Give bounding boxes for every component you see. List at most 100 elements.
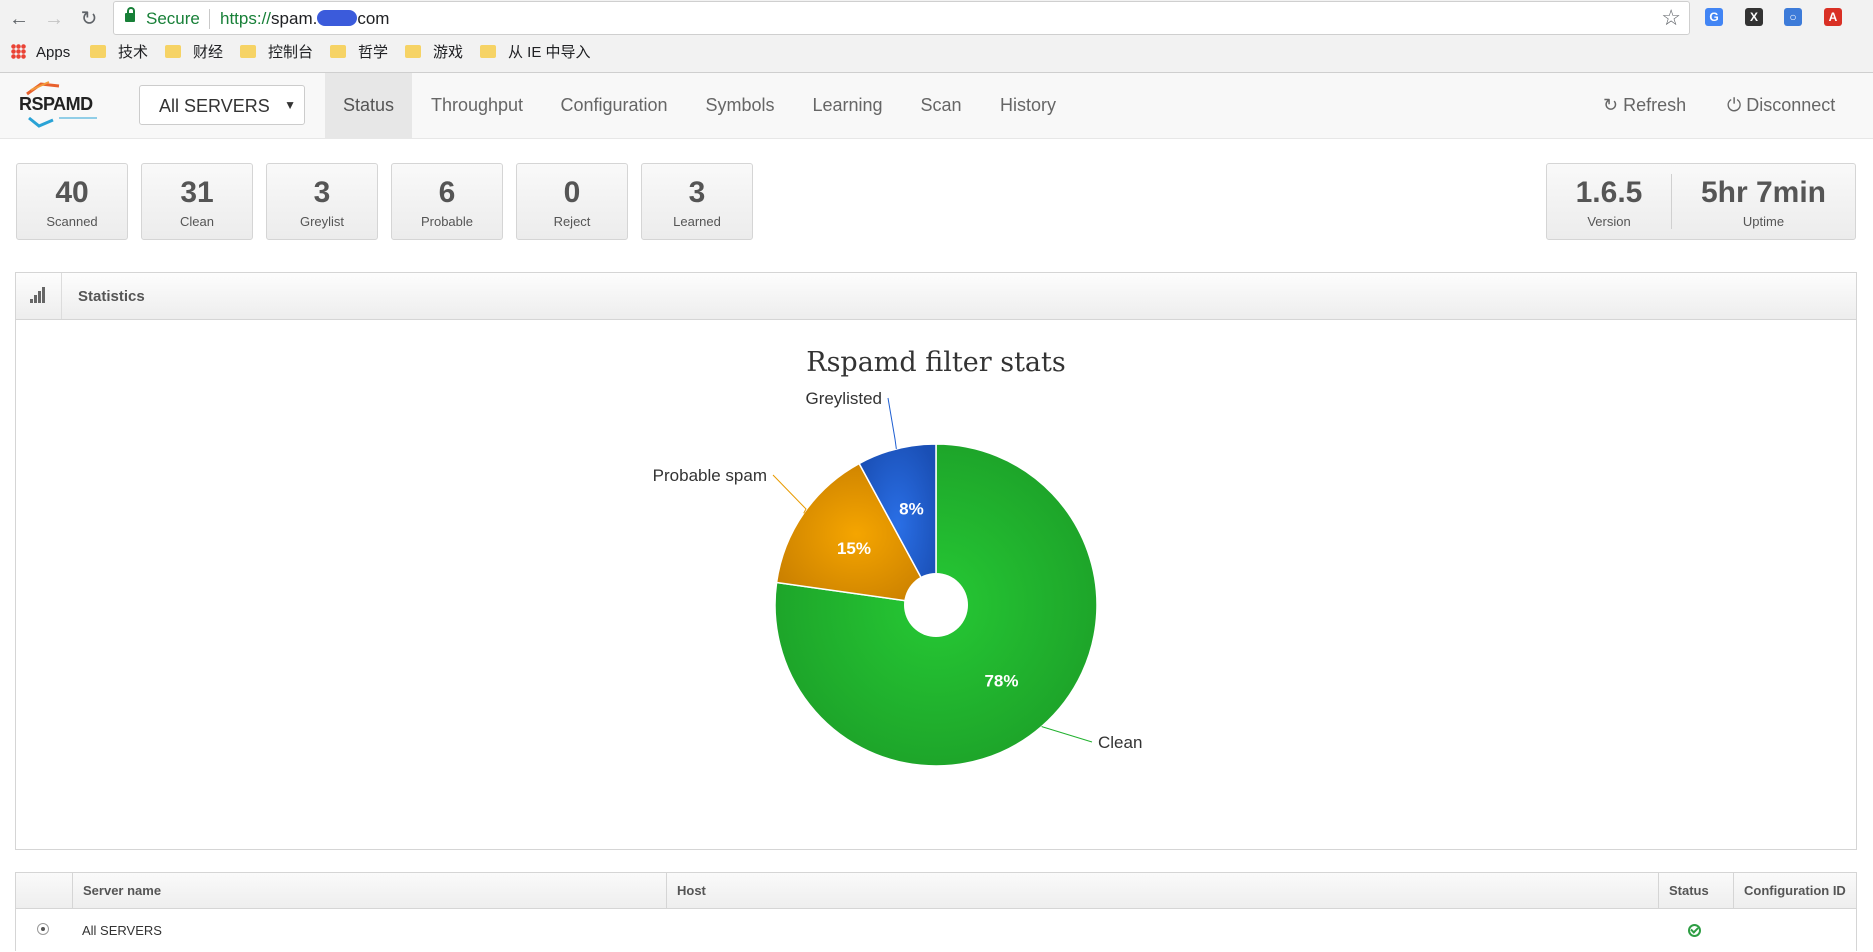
tab-configuration[interactable]: Configuration [550, 73, 678, 138]
stat-label: Probable [420, 214, 474, 229]
pie-name-label: Probable spam [653, 466, 767, 485]
bookmark-label: 从 IE 中导入 [508, 44, 591, 61]
tab-history[interactable]: History [990, 73, 1066, 138]
bookmark-label: Apps [36, 44, 71, 61]
bookmark-apps[interactable]: Apps [11, 43, 70, 63]
pie-chart: 78% Clean 15% Probable spam 8% Greylisted [653, 389, 1142, 767]
browser-chrome: ← → ↻ Secure https://spam. com ☆ G X ○ A … [0, 0, 1873, 73]
tab-label: History [999, 95, 1056, 115]
pie-name-label: Greylisted [805, 389, 882, 408]
stat-learned: 3 Learned [641, 163, 753, 240]
caret-down-icon: ▼ [284, 98, 296, 112]
bookmark-folder-console[interactable]: 控制台 [240, 43, 313, 63]
secure-label: Secure [146, 9, 200, 28]
folder-icon [165, 45, 181, 58]
chart-title: Rspamd filter stats [806, 347, 1066, 378]
back-arrow-icon[interactable]: ← [9, 8, 29, 30]
folder-icon [405, 45, 421, 58]
statistics-widget: Statistics Rspamd filter stats 78% Clean 1… [15, 272, 1857, 850]
folder-icon [90, 45, 106, 58]
x-extension-icon[interactable]: X [1745, 8, 1763, 26]
address-separator [209, 9, 210, 29]
widget-title: Statistics [78, 288, 145, 305]
bookmark-folder-philosophy[interactable]: 哲学 [330, 43, 388, 63]
server-select-value: All SERVERS [159, 96, 270, 116]
version-value: 1.6.5 [1575, 176, 1643, 209]
tab-label: Configuration [560, 95, 668, 115]
stat-greylist: 3 Greylist [266, 163, 378, 240]
disconnect-button[interactable]: ⏻ Disconnect [1727, 73, 1835, 138]
logo-text: RSPAMD [19, 94, 93, 114]
bookmark-folder-tech[interactable]: 技术 [90, 43, 148, 63]
tab-label: Status [342, 95, 395, 115]
tab-status[interactable]: Status [325, 73, 412, 138]
pie-name-label: Clean [1098, 733, 1142, 752]
logo-mark-icon [26, 81, 97, 128]
bookmark-label: 游戏 [433, 44, 464, 61]
rspamd-logo[interactable]: RSPAMD [19, 80, 101, 128]
url-host-start: spam. [271, 9, 318, 28]
pie-connector-line [1041, 726, 1093, 743]
pie-connector-line [887, 397, 897, 450]
refresh-button[interactable]: ↻ Refresh [1603, 73, 1686, 138]
lock-icon [125, 7, 135, 22]
pdf-extension-icon[interactable]: A [1824, 8, 1842, 26]
server-select[interactable]: All SERVERS ▼ [139, 85, 305, 125]
refresh-icon: ↻ [1603, 95, 1619, 115]
tab-symbols[interactable]: Symbols [694, 73, 786, 138]
url-host-end: com [357, 9, 390, 28]
forward-arrow-icon[interactable]: → [44, 8, 64, 30]
uptime-label: Uptime [1742, 214, 1785, 229]
stat-scanned: 40 Scanned [16, 163, 128, 240]
pie-percent-label: 78% [984, 671, 1018, 690]
reload-icon[interactable]: ↻ [80, 8, 98, 30]
url-text: https://spam. com [220, 9, 389, 29]
address-bar[interactable]: Secure https://spam. com ☆ [113, 1, 1690, 35]
donut-hole [904, 573, 968, 637]
folder-icon [240, 45, 256, 58]
stat-reject: 0 Reject [516, 163, 628, 240]
table-row[interactable]: All SERVERS [16, 909, 1856, 952]
pie-percent-label: 15% [837, 539, 871, 558]
apps-grid-icon [11, 44, 26, 59]
tab-label: Throughput [430, 95, 524, 115]
stat-label: Greylist [299, 214, 345, 229]
redaction-mark [317, 10, 358, 26]
power-icon: ⏻ [1727, 95, 1742, 115]
stat-value: 6 [438, 176, 456, 209]
bookmark-label: 财经 [193, 44, 224, 61]
stat-clean: 31 Clean [141, 163, 253, 240]
th-host: Host [666, 873, 1658, 908]
signal-bars-icon [30, 287, 46, 303]
version-divider [1671, 174, 1672, 229]
bookmark-label: 控制台 [268, 44, 314, 61]
stat-value: 0 [563, 176, 581, 209]
translate-extension-icon[interactable]: G [1705, 8, 1723, 26]
tab-learning[interactable]: Learning [800, 73, 895, 138]
uptime-value: 5hr 7min [1700, 176, 1827, 209]
bookmark-folder-games[interactable]: 游戏 [405, 43, 463, 63]
stat-value: 3 [313, 176, 331, 209]
stat-value: 3 [688, 176, 706, 209]
status-ok-icon [1688, 924, 1701, 937]
table-header: Server name Host Status Configuration ID [16, 873, 1856, 909]
bookmark-folder-ie-import[interactable]: 从 IE 中导入 [480, 43, 591, 63]
tab-throughput[interactable]: Throughput [418, 73, 536, 138]
folder-icon [330, 45, 346, 58]
refresh-label: Refresh [1623, 95, 1687, 115]
pie-connector-line [772, 474, 807, 514]
th-select [16, 873, 72, 908]
url-scheme: https:// [220, 9, 272, 28]
disconnect-label: Disconnect [1746, 95, 1836, 115]
server-radio[interactable] [37, 923, 49, 935]
pie-slice-probable-spam[interactable] [775, 462, 938, 606]
app-navbar [0, 73, 1873, 139]
bookmark-star-icon[interactable]: ☆ [1661, 5, 1681, 30]
globe-extension-icon[interactable]: ○ [1784, 8, 1802, 26]
th-server-name: Server name [72, 873, 666, 908]
bookmark-folder-finance[interactable]: 财经 [165, 43, 223, 63]
stat-label: Scanned [46, 214, 98, 229]
tab-scan[interactable]: Scan [908, 73, 974, 138]
server-name-cell: All SERVERS [82, 923, 162, 938]
stat-value: 40 [55, 176, 89, 209]
